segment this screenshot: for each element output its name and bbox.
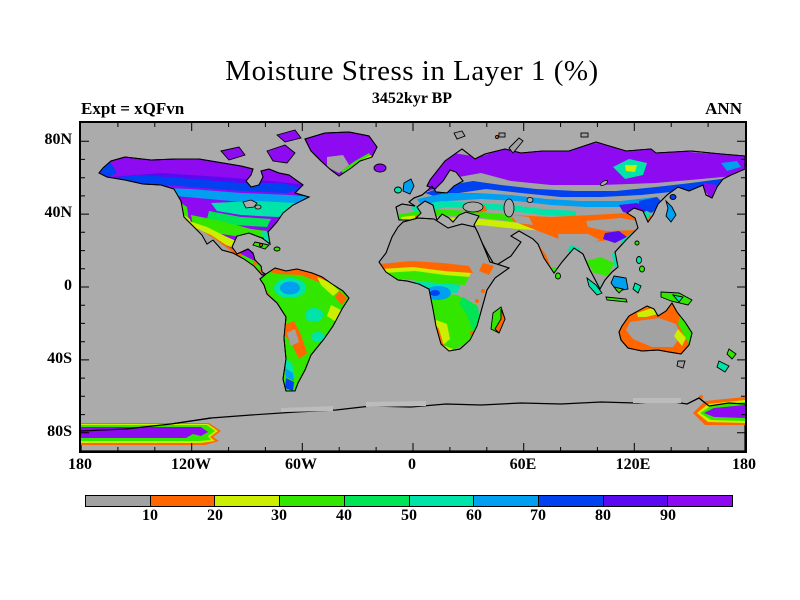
colorbar <box>85 495 734 507</box>
sri-lanka <box>555 272 561 280</box>
great-lakes-east <box>254 204 262 210</box>
iceland <box>373 163 387 173</box>
new-zealand-north <box>726 348 737 360</box>
lon-label-60e: 60E <box>509 456 537 473</box>
eurasia-contours <box>396 143 745 289</box>
sumatra <box>586 276 603 296</box>
colorbar-segment <box>473 495 539 507</box>
hokkaido <box>669 194 677 200</box>
lat-label-80s: 80S <box>47 423 72 440</box>
great-lakes-west <box>242 199 258 209</box>
lon-label-180e: 180 <box>732 456 756 473</box>
hispaniola <box>273 246 281 252</box>
colorbar-segment <box>343 495 410 507</box>
madagascar-east-fringe <box>494 308 506 334</box>
great-britain <box>402 178 415 195</box>
colorbar-segment <box>602 495 669 507</box>
lat-label-80n: 80N <box>44 131 72 148</box>
black-sea <box>462 201 484 213</box>
aral-sea <box>526 197 534 203</box>
colorbar-segment <box>279 495 345 507</box>
lon-label-0: 0 <box>408 456 416 473</box>
tasmania <box>676 360 686 369</box>
lon-label-120e: 120E <box>615 456 651 473</box>
colorbar-label-30: 30 <box>271 507 287 524</box>
axis-ticks <box>81 123 745 451</box>
africa <box>378 217 510 352</box>
colorbar-label-90: 90 <box>660 507 676 524</box>
south-america-contours <box>263 268 347 391</box>
colorbar-segment <box>149 495 216 507</box>
lat-label-0: 0 <box>64 277 72 294</box>
taiwan <box>634 240 640 246</box>
colorbar-segment <box>85 495 151 507</box>
experiment-label: Expt = xQFvn <box>81 99 185 118</box>
colorbar-label-70: 70 <box>530 507 546 524</box>
new-zealand-south <box>716 360 730 373</box>
colorbar-label-80: 80 <box>595 507 611 524</box>
victoria-island <box>220 146 246 161</box>
baffin-island <box>266 144 296 164</box>
ellesmere-island <box>276 129 302 143</box>
world-contour-map <box>81 123 745 451</box>
south-america <box>259 267 350 392</box>
colorbar-segment <box>667 495 734 507</box>
cuba-spot <box>259 243 263 247</box>
map-plot-area <box>79 121 747 453</box>
lon-label-120w: 120W <box>171 456 211 473</box>
lake-baikal <box>600 180 608 186</box>
sulawesi <box>632 282 642 294</box>
new-guinea-patch <box>671 294 684 303</box>
colorbar-label-10: 10 <box>142 507 158 524</box>
antarctica <box>81 395 745 451</box>
novaya-zemlya <box>508 137 524 154</box>
lat-label-40s: 40S <box>47 350 72 367</box>
philippines-south <box>639 265 645 273</box>
borneo-south <box>612 286 624 294</box>
australia-contours <box>626 308 692 347</box>
eurasia <box>395 141 745 290</box>
colorbar-label-50: 50 <box>401 507 417 524</box>
ireland <box>394 186 402 194</box>
africa-contours <box>379 261 494 351</box>
plot-title: Moisture Stress in Layer 1 (%) <box>225 55 599 87</box>
islands <box>220 129 737 373</box>
philippines-north <box>636 256 642 264</box>
java <box>605 296 628 303</box>
colorbar-segment <box>537 495 604 507</box>
colorbar-segment <box>214 495 281 507</box>
japan <box>665 199 677 223</box>
caspian-sea <box>503 198 515 218</box>
plot-subtitle: 3452kyr BP <box>371 90 453 107</box>
franz-josef-land <box>498 132 506 138</box>
colorbar-label-40: 40 <box>336 507 352 524</box>
svalbard <box>453 130 466 140</box>
lon-label-180w: 180 <box>68 456 92 473</box>
lat-label-40n: 40N <box>44 204 72 221</box>
lakes <box>242 180 608 218</box>
colorbar-segment <box>408 495 475 507</box>
lon-label-60w: 60W <box>285 456 317 473</box>
colorbar-label-20: 20 <box>207 507 223 524</box>
season-label: ANN <box>705 99 742 118</box>
severnaya-zemlya <box>580 132 589 138</box>
australia <box>618 302 693 355</box>
arctic-orange-spot <box>495 135 499 139</box>
colorbar-label-60: 60 <box>466 507 482 524</box>
